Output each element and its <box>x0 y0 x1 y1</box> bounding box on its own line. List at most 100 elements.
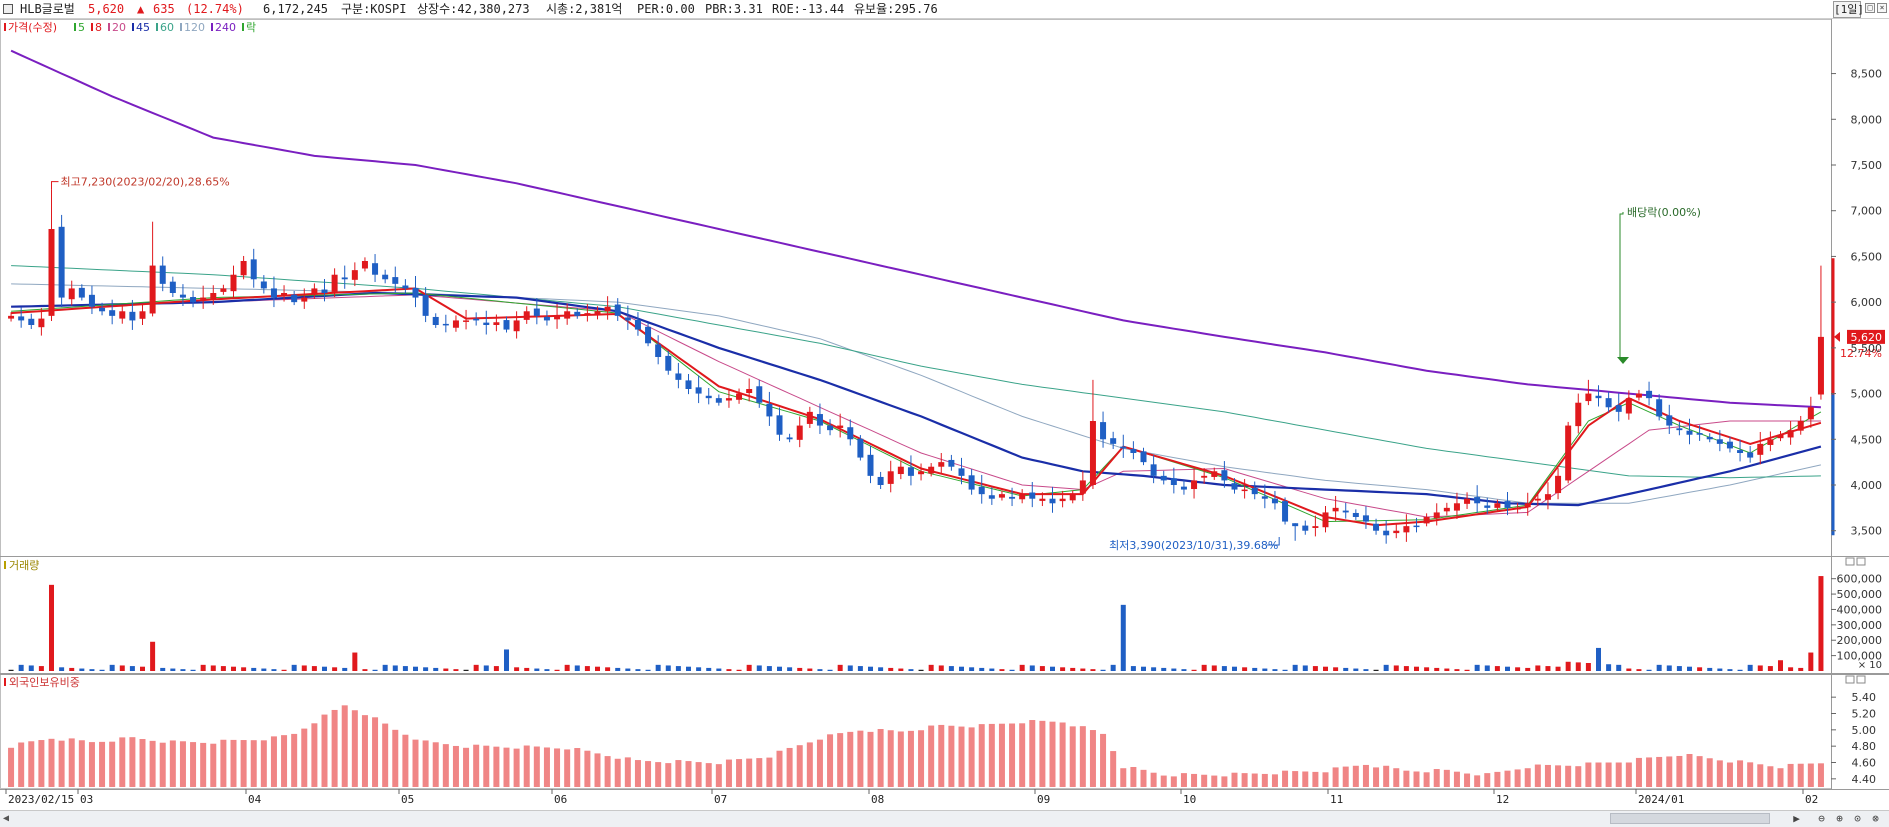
menu-icon[interactable] <box>3 4 13 14</box>
x-tick-label: 02 <box>1805 793 1818 806</box>
volume-bar <box>89 669 95 671</box>
volume-bar <box>1201 664 1207 671</box>
volume-bar <box>1474 664 1480 671</box>
foreign-bar <box>1747 762 1754 787</box>
volume-bar <box>28 665 34 671</box>
y-tick-label: 6,500 <box>1851 250 1883 263</box>
foreign-bar <box>1423 772 1430 787</box>
zoom-out-icon[interactable]: ⊖ <box>1818 812 1825 825</box>
x-tick-label: 07 <box>714 793 727 806</box>
foreign-bar <box>1059 722 1066 787</box>
candle-body <box>533 308 540 316</box>
volume-bar <box>483 665 489 671</box>
candle-body <box>190 297 197 303</box>
legend-swatch <box>108 23 110 31</box>
scroll-thumb[interactable] <box>1610 813 1770 824</box>
foreign-bar <box>1737 760 1744 787</box>
change-value: 635 <box>153 2 175 16</box>
foreign-bar <box>1757 764 1764 787</box>
foreign-bar <box>351 710 358 787</box>
y-tick-label: 5.20 <box>1852 708 1877 721</box>
x-tick-label: 12 <box>1496 793 1509 806</box>
foreign-bar <box>988 723 995 787</box>
x-tick-label: 04 <box>248 793 262 806</box>
foreign-bar <box>18 742 25 787</box>
candle-body <box>907 467 914 476</box>
zoom-in-icon[interactable]: ⊕ <box>1836 812 1843 825</box>
foreign-bar <box>78 740 85 787</box>
period-selector[interactable]: [1일] <box>1833 1 1864 18</box>
stock-name[interactable]: HLB글로벌 <box>20 2 75 16</box>
volume-bar <box>1039 666 1045 671</box>
x-tick-label: 10 <box>1183 793 1196 806</box>
legend-label: 8 <box>95 21 102 34</box>
candle-body <box>1585 393 1592 402</box>
horizontal-scrollbar[interactable]: ◀ ▶ ⊖ ⊕ ⊙ ⊗ <box>0 810 1889 827</box>
volume-bar <box>1383 664 1389 671</box>
candle-body <box>988 495 995 499</box>
candle-body <box>1383 530 1390 536</box>
volume-bar <box>322 666 327 671</box>
volume-bar <box>1535 665 1541 671</box>
candle-body <box>18 316 25 321</box>
y-tick-label: 4,000 <box>1851 479 1883 492</box>
restore-icon[interactable]: □ <box>1865 3 1875 13</box>
y-tick-label: 4.60 <box>1852 757 1877 770</box>
volume-bar <box>1211 665 1217 671</box>
volume-bar <box>180 669 186 671</box>
volume-bar <box>382 664 388 671</box>
foreign-bar <box>857 730 864 787</box>
volume-bar <box>1575 662 1581 671</box>
foreign-bar <box>1646 757 1653 787</box>
foreign-bar <box>422 740 429 787</box>
close-icon[interactable]: × <box>1877 3 1887 13</box>
y-tick-label: 5.00 <box>1852 724 1877 737</box>
y-tick-label: 8,500 <box>1851 68 1883 81</box>
candle-body <box>351 270 358 280</box>
volume-bar <box>1252 667 1258 671</box>
foreign-bar <box>918 730 925 787</box>
scroll-left-icon[interactable]: ◀ <box>3 813 10 824</box>
volume-bar <box>908 669 914 671</box>
legend-label: 60 <box>160 21 174 34</box>
zoom-reset-icon[interactable]: ⊙ <box>1854 812 1861 825</box>
volume-bar <box>1737 669 1743 671</box>
change-percent: (12.74%) <box>186 2 244 16</box>
candle-body <box>1352 512 1359 517</box>
y-tick-label: 6,000 <box>1851 296 1883 309</box>
candle-body <box>372 263 379 275</box>
volume-bar <box>453 669 459 671</box>
volume-bar <box>1232 666 1237 671</box>
change-arrow: ▲ <box>137 2 145 16</box>
foreign-bar <box>786 747 793 787</box>
price-tag-arrow <box>1834 331 1840 342</box>
y-tick-label: 3,500 <box>1851 525 1883 538</box>
candle-body <box>1524 503 1531 508</box>
foreign-bar <box>928 725 935 787</box>
foreign-bar <box>1049 721 1056 787</box>
candle-body <box>1251 487 1258 495</box>
candle-body <box>291 294 298 303</box>
candle-body <box>725 398 732 401</box>
volume-bar <box>534 668 540 671</box>
foreign-bar <box>1191 773 1198 787</box>
volume-bar <box>1090 669 1096 671</box>
volume-bar <box>1393 665 1399 671</box>
foreign-bar <box>1484 773 1491 787</box>
volume-bar <box>1029 665 1035 671</box>
scroll-right-icon[interactable]: ▶ <box>1793 812 1800 825</box>
foreign-bar <box>230 739 237 787</box>
zoom-fit-icon[interactable]: ⊗ <box>1872 812 1879 825</box>
candle-body <box>200 297 207 300</box>
foreign-bar <box>1777 768 1784 787</box>
volume-bar <box>807 668 813 671</box>
listed-shares-text: 상장수:42,380,273 <box>417 2 530 16</box>
volume-bar <box>241 667 247 671</box>
foreign-bar <box>48 738 55 787</box>
candle-body <box>574 311 581 316</box>
volume-bar <box>888 667 894 671</box>
high-marker <box>51 181 59 190</box>
foreign-bar <box>1140 769 1147 787</box>
candle-body <box>1686 430 1693 435</box>
